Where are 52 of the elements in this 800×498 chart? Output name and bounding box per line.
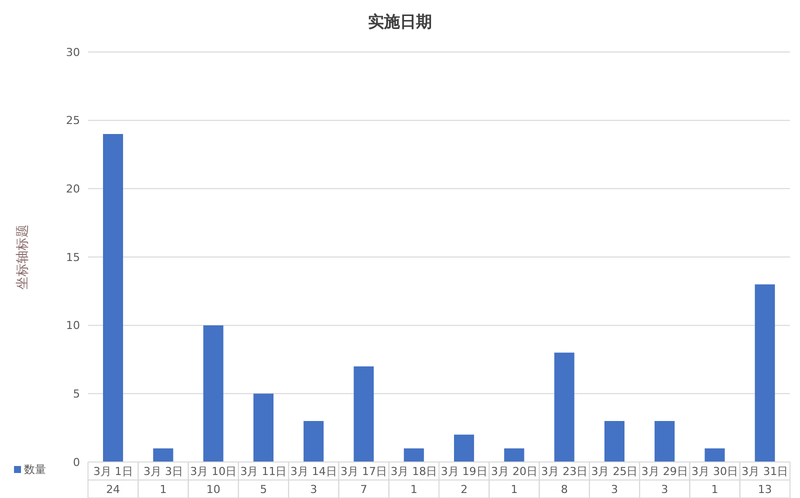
x-tick-label: 3月 19日: [440, 465, 488, 478]
y-tick-label: 30: [66, 46, 80, 59]
x-tick-label: 3月 18日: [390, 465, 438, 478]
bar: [253, 394, 274, 462]
x-tick-label: 3月 3日: [143, 465, 183, 478]
data-label: 24: [106, 483, 120, 496]
data-label: 3: [611, 483, 618, 496]
y-tick-label: 0: [73, 456, 80, 469]
x-tick-label: 3月 14日: [290, 465, 337, 478]
data-label: 1: [160, 483, 167, 496]
y-tick-label: 5: [73, 388, 80, 401]
data-label: 1: [410, 483, 418, 496]
x-tick-label: 3月 29日: [641, 465, 688, 478]
bar: [704, 448, 725, 462]
data-label: 5: [260, 483, 267, 496]
x-tick-label: 3月 11日: [240, 465, 287, 478]
bar: [654, 421, 675, 462]
x-tick-label: 3月 25日: [591, 465, 638, 478]
y-tick-label: 10: [66, 319, 80, 332]
bar: [404, 448, 424, 462]
bar: [203, 325, 224, 462]
x-tick-label: 3月 30日: [692, 465, 738, 478]
bar: [754, 284, 775, 462]
data-label: 3: [661, 483, 668, 496]
bar: [354, 366, 374, 462]
data-label: 3: [310, 483, 318, 496]
x-tick-label: 3月 17日: [340, 465, 388, 478]
bar: [604, 421, 624, 462]
x-tick-label: 3月 31日: [742, 465, 788, 478]
data-label: 10: [206, 483, 220, 496]
data-label: 2: [460, 483, 468, 496]
bar: [454, 434, 474, 462]
bar: [554, 352, 574, 462]
y-tick-label: 15: [66, 250, 80, 264]
data-label: 1: [510, 483, 518, 496]
x-tick-label: 3月 1日: [93, 465, 133, 478]
bar: [153, 448, 174, 462]
data-label: 7: [360, 483, 368, 496]
y-axis-title: 坐标轴标题: [16, 224, 31, 290]
legend-label: 数量: [23, 462, 46, 477]
data-label: 1: [711, 483, 718, 496]
bar: [103, 134, 124, 462]
bar: [504, 448, 524, 462]
x-tick-label: 3月 23日: [541, 465, 588, 478]
y-tick-label: 20: [66, 182, 80, 196]
x-tick-label: 3月 20日: [490, 465, 538, 478]
chart-title: 实施日期: [367, 12, 433, 33]
y-tick-label: 25: [66, 114, 80, 128]
data-label: 13: [758, 483, 772, 496]
data-label: 8: [560, 483, 568, 496]
x-tick-label: 3月 10日: [190, 465, 237, 478]
bar: [304, 421, 324, 462]
